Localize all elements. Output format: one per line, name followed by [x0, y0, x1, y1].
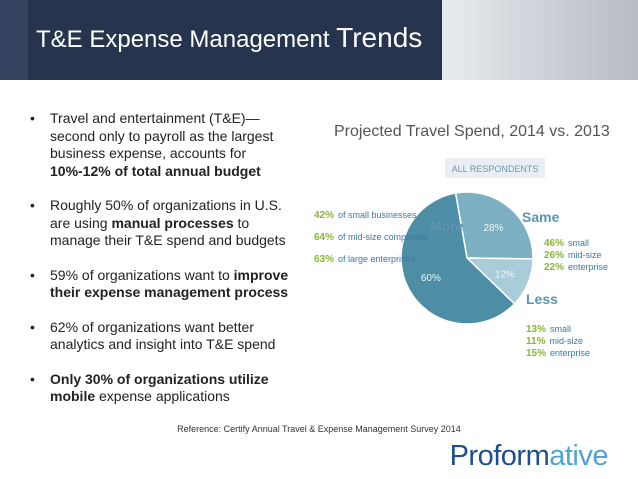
title-emphasis: Trends	[336, 22, 423, 53]
breakdown-pct: 63%	[314, 254, 334, 265]
breakdown-item: 46% small	[544, 238, 589, 249]
pie-slice	[400, 192, 516, 325]
breakdown-label: enterprise	[568, 262, 608, 272]
logo-main: Proform	[449, 440, 550, 472]
breakdown-item: 26% mid-size	[544, 250, 602, 261]
slice-label: 12%	[495, 270, 515, 281]
category-label: More	[430, 218, 464, 234]
bullet-text: improve their expense management process	[50, 266, 289, 301]
breakdown-item: 11% mid-size	[526, 336, 583, 347]
chart-title: Projected Travel Spend, 2014 vs. 2013	[334, 123, 610, 140]
bullet-text: 59% of organizations want to	[50, 266, 234, 283]
bullet: Roughly 50% of organizations in U.S. are…	[28, 197, 290, 250]
logo-accent: ative	[549, 440, 608, 472]
bullet-text: Only 30% of organizations utilize mobile	[50, 370, 269, 405]
bullet-text: manual processes	[111, 214, 234, 231]
breakdown-pct: 11%	[526, 336, 546, 347]
breakdown-label: of mid-size companies	[338, 232, 428, 242]
breakdown-pct: 64%	[314, 232, 334, 243]
breakdown-label: of large enterprises	[338, 254, 416, 264]
breakdown-pct: 15%	[526, 348, 546, 359]
pie-chart: Projected Travel Spend, 2014 vs. 2013 AL…	[314, 123, 610, 359]
breakdown-label: small	[550, 324, 571, 334]
breakdown-item: 13% small	[526, 324, 571, 335]
bullet-text: Roughly 50% of organizations in U.S. are…	[50, 197, 282, 231]
chart-subtitle: ALL RESPONDENTS	[452, 164, 539, 174]
breakdown-pct: 13%	[526, 324, 546, 335]
breakdown-label: enterprise	[550, 348, 590, 358]
reference: Reference: Certify Annual Travel & Expen…	[177, 424, 461, 434]
bullet-text: 10%-12% of total annual budget	[50, 162, 261, 179]
slice-label: 28%	[484, 223, 504, 234]
slide-title: T&E Expense Management Trends	[36, 22, 422, 54]
bullet: 62% of organizations want better analyti…	[28, 319, 290, 354]
breakdown-pct: 46%	[544, 238, 564, 249]
bullet: Only 30% of organizations utilize mobile…	[28, 371, 290, 406]
bullet-text: expense applications	[95, 388, 230, 404]
breakdown-pct: 26%	[544, 250, 564, 261]
bullet-text: to manage their T&E spend and budgets	[50, 214, 286, 249]
bullet-text: Travel and entertainment (T&E)—second on…	[50, 110, 274, 161]
breakdown-item: 15% enterprise	[526, 348, 590, 359]
breakdown-label: of small businesses	[338, 210, 417, 220]
category-label: Same	[522, 209, 560, 225]
category-label: Less	[526, 291, 558, 307]
bullet: Travel and entertainment (T&E)—second on…	[28, 110, 290, 180]
slice-label: 60%	[421, 273, 441, 284]
breakdown-item: 64% of mid-size companies	[314, 232, 428, 243]
breakdown-pct: 42%	[314, 210, 334, 221]
header-accent	[0, 0, 28, 80]
bullet-list: Travel and entertainment (T&E)—second on…	[28, 110, 290, 423]
logo: Proformative	[449, 440, 609, 473]
title-text: T&E Expense Management	[36, 26, 330, 53]
bullet-text: 62% of organizations want better analyti…	[50, 318, 276, 353]
breakdown-label: small	[568, 238, 589, 248]
bullet: 59% of organizations want to improve the…	[28, 267, 290, 302]
subtitle-box	[445, 158, 545, 178]
header-photo	[442, 0, 638, 80]
breakdown-item: 63% of large enterprises	[314, 254, 416, 265]
breakdown-item: 42% of small businesses	[314, 210, 417, 221]
breakdown-label: mid-size	[568, 250, 602, 260]
breakdown-pct: 22%	[544, 262, 564, 273]
breakdown-label: mid-size	[549, 336, 583, 346]
pie-slice	[454, 191, 534, 260]
breakdown-item: 22% enterprise	[544, 262, 608, 273]
header-band	[0, 0, 442, 80]
